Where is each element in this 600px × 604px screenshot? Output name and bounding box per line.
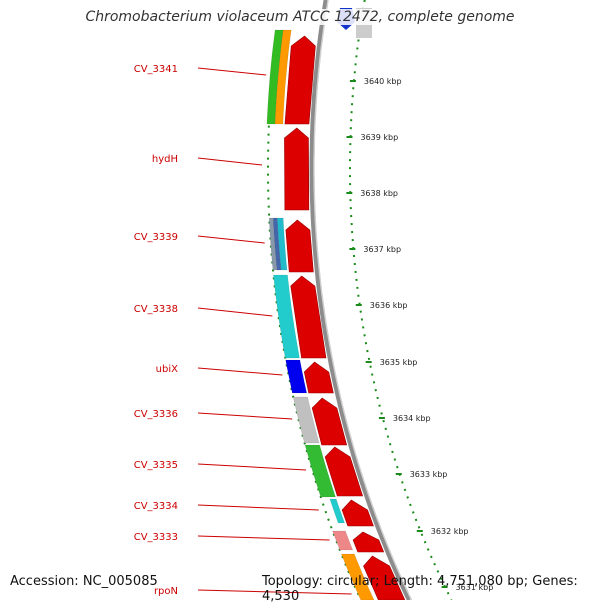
label-leader-line (197, 504, 319, 511)
gene-arrow (363, 555, 406, 600)
label-leader-line (197, 535, 330, 541)
scale-label: 3632 kbp (431, 527, 469, 536)
gene-label: CV_3339 (134, 232, 178, 243)
scale-label: 3633 kbp (410, 470, 448, 479)
label-leader-line (197, 67, 267, 76)
cog-block (292, 396, 320, 444)
label-leader-line (197, 589, 352, 595)
gene-arrow (285, 219, 314, 273)
cog-block (266, 29, 284, 125)
label-leader-line (197, 307, 273, 317)
gene-label: CV_3335 (134, 460, 178, 471)
scale-label: 3635 kbp (380, 358, 418, 367)
cog-block (273, 274, 300, 359)
cog-block (341, 553, 375, 600)
gene-labels: CV_3341 hydH CV_3339 CV_3338 ubiX CV_3336 CV_3… (134, 64, 352, 597)
map-title: Chromobacterium violaceum ATCC 12472, co… (0, 9, 600, 25)
scale-label: 3631 kbp (456, 583, 494, 592)
label-leader-line (197, 463, 307, 471)
scale-label: 3636 kbp (370, 301, 408, 310)
genome-backbone (309, 0, 412, 600)
label-leader-line (197, 235, 265, 244)
gene-label: CV_3341 (134, 64, 178, 75)
cog-block (332, 530, 354, 551)
scale-label: 3638 kbp (360, 189, 398, 198)
cog-block (268, 217, 278, 271)
cog-block (285, 359, 308, 394)
gene-label: CV_3334 (134, 501, 178, 512)
gene-arrow (303, 361, 334, 394)
cog-block (304, 444, 336, 498)
gene-arrow (324, 446, 364, 497)
label-leader-line (197, 412, 293, 420)
scale-label: 3639 kbp (361, 133, 399, 142)
backbone-highlight (313, 0, 413, 600)
cog-block (329, 498, 345, 524)
gene-arrow (284, 35, 316, 125)
label-leader-line (197, 367, 283, 376)
gene-features (266, 8, 406, 600)
inner-dotted-ring (267, 29, 362, 600)
gene-label: CV_3336 (134, 409, 178, 420)
scale-label: 3634 kbp (393, 414, 431, 423)
accession-text: Accession: NC_005085 (10, 574, 158, 589)
gene-arrow (290, 275, 327, 359)
circular-genome-rings (267, 0, 453, 600)
label-leader-line (197, 157, 263, 166)
scale-label: 3640 kbp (364, 77, 402, 86)
gene-label: rpoN (154, 586, 178, 597)
gene-arrow (341, 499, 374, 527)
gene-arrow (352, 531, 385, 553)
scale-label: 3637 kbp (363, 245, 401, 254)
gene-label: CV_3338 (134, 304, 178, 315)
gene-label: ubiX (156, 364, 178, 375)
gene-arrow (311, 397, 348, 446)
gene-label: hydH (152, 154, 178, 165)
kbp-scale: 3640 kbp 3639 kbp 3638 kbp 3637 kbp 3636 kbp… (346, 77, 493, 592)
gene-label: CV_3333 (134, 532, 178, 543)
gene-arrow (284, 127, 310, 211)
